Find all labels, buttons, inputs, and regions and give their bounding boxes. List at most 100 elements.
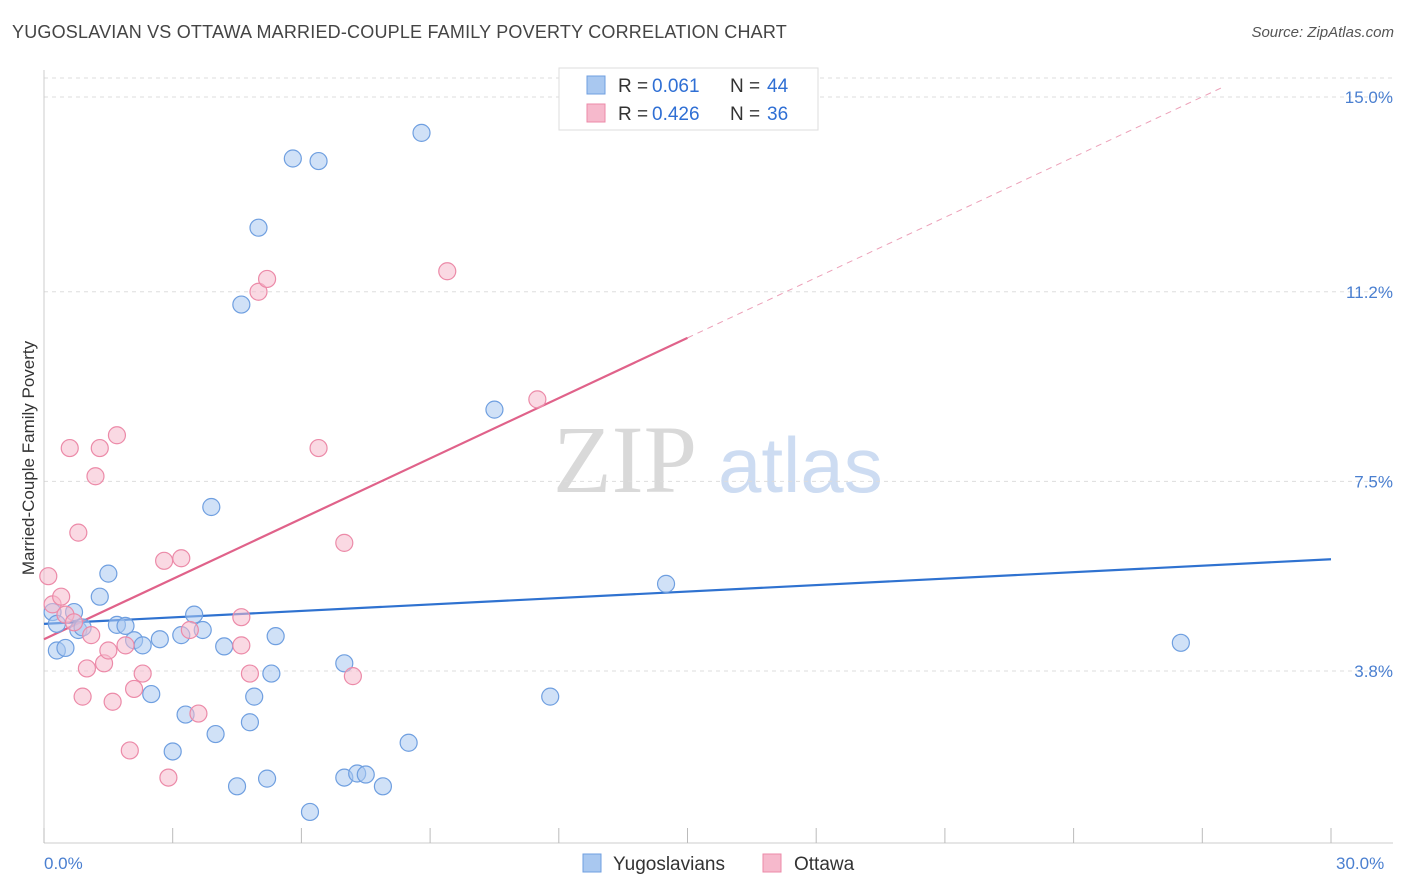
data-point-yugoslavians	[249, 218, 268, 237]
data-point-ottawa	[240, 664, 260, 683]
source-credit: Source: ZipAtlas.com	[1251, 24, 1394, 41]
data-point-ottawa	[69, 523, 88, 542]
data-point-ottawa	[155, 551, 174, 570]
data-point-yugoslavians	[99, 564, 118, 583]
data-point-yugoslavians	[266, 627, 285, 646]
data-point-ottawa	[180, 620, 199, 640]
data-point-ottawa	[116, 636, 135, 655]
data-point-yugoslavians	[356, 765, 375, 784]
data-point-yugoslavians	[133, 636, 152, 655]
data-point-yugoslavians	[399, 733, 418, 752]
data-point-ottawa	[52, 587, 71, 606]
data-point-yugoslavians	[90, 587, 109, 606]
data-point-yugoslavians	[185, 605, 204, 624]
data-point-yugoslavians	[412, 123, 431, 142]
data-point-ottawa	[343, 667, 362, 686]
bottom-legend: Yugoslavians Ottawa	[582, 853, 855, 875]
data-point-yugoslavians	[262, 664, 281, 683]
data-point-ottawa	[90, 438, 109, 458]
data-point-yugoslavians	[56, 638, 75, 658]
trend-lines	[43, 86, 1332, 641]
legend-n-value-1: 44	[767, 76, 789, 97]
data-point-ottawa	[159, 768, 178, 787]
grid-lines	[44, 77, 1393, 672]
data-point-ottawa	[172, 549, 191, 568]
data-point-yugoslavians	[206, 724, 225, 744]
data-point-yugoslavians	[163, 742, 182, 761]
legend-swatch-pink	[586, 103, 606, 123]
data-point-ottawa	[528, 390, 547, 409]
legend-n-value-2: 36	[767, 104, 788, 125]
data-point-ottawa	[309, 438, 328, 458]
y-axis-label: Married-Couple Family Poverty	[19, 340, 38, 575]
data-point-ottawa	[99, 641, 118, 660]
data-point-yugoslavians	[202, 497, 221, 517]
data-point-ottawa	[103, 692, 122, 711]
data-point-yugoslavians	[300, 802, 320, 822]
data-point-ottawa	[232, 608, 251, 627]
legend-r-label-1: R =	[618, 76, 648, 97]
watermark-zip: ZIP	[553, 406, 697, 513]
data-point-ottawa	[232, 636, 251, 655]
legend-box: R = 0.061 N = 44 R = 0.426 N = 36	[558, 67, 819, 131]
data-point-yugoslavians	[116, 616, 135, 636]
data-point-yugoslavians	[373, 777, 393, 796]
legend-r-label-2: R =	[618, 104, 648, 125]
x-tick-label-min: 0.0%	[44, 854, 83, 873]
chart-title: YUGOSLAVIAN VS OTTAWA MARRIED-COUPLE FAM…	[12, 22, 787, 42]
data-point-yugoslavians	[245, 687, 264, 706]
data-point-yugoslavians	[309, 151, 328, 171]
x-ticks	[43, 828, 1332, 843]
data-point-ottawa	[77, 659, 97, 678]
y-tick-label: 11.2%	[1346, 283, 1393, 302]
data-point-yugoslavians	[283, 149, 302, 168]
data-point-ottawa	[64, 613, 84, 632]
data-point-ottawa	[133, 664, 152, 683]
data-point-yugoslavians	[335, 654, 354, 673]
legend-r-value-2: 0.426	[652, 104, 700, 125]
data-point-ottawa	[249, 282, 268, 301]
legend-n-label-1: N =	[730, 76, 760, 97]
data-point-yugoslavians	[232, 295, 251, 314]
y-tick-label: 3.8%	[1354, 662, 1393, 681]
data-point-ottawa	[257, 269, 277, 289]
data-point-ottawa	[335, 533, 354, 552]
bottom-legend-swatch-pink	[762, 853, 782, 873]
data-point-yugoslavians	[227, 777, 247, 796]
data-point-ottawa	[86, 467, 105, 486]
data-point-ottawa	[438, 262, 457, 281]
data-point-yugoslavians	[150, 630, 169, 649]
data-point-yugoslavians	[541, 687, 560, 706]
data-point-yugoslavians	[656, 574, 676, 593]
bottom-legend-swatch-blue	[582, 853, 602, 873]
trend-line-ottawa	[43, 336, 688, 641]
data-point-yugoslavians	[142, 684, 161, 704]
bottom-legend-label-yugoslavians: Yugoslavians	[613, 854, 725, 875]
legend-r-value-1: 0.061	[652, 76, 700, 97]
bottom-legend-label-ottawa: Ottawa	[794, 854, 855, 875]
data-point-ottawa	[60, 438, 79, 458]
data-point-yugoslavians	[240, 713, 260, 732]
axes	[43, 70, 1393, 844]
data-point-ottawa	[82, 626, 101, 645]
watermark-atlas: atlas	[718, 421, 883, 509]
data-point-yugoslavians	[1171, 633, 1190, 652]
y-tick-label: 7.5%	[1354, 472, 1393, 491]
data-point-yugoslavians	[257, 769, 277, 788]
data-point-ottawa	[39, 567, 58, 586]
y-tick-label: 15.0%	[1345, 88, 1393, 107]
data-point-yugoslavians	[485, 400, 504, 419]
legend-n-label-2: N =	[730, 104, 760, 125]
x-tick-label-max: 30.0%	[1336, 854, 1384, 873]
data-points	[39, 123, 1190, 822]
data-point-ottawa	[124, 679, 144, 699]
data-point-ottawa	[107, 426, 127, 445]
data-point-ottawa	[73, 687, 92, 706]
data-point-ottawa	[189, 704, 208, 723]
trend-line-yugoslavians	[43, 558, 1332, 625]
y-tick-labels: 3.8% 7.5% 11.2% 15.0%	[1345, 88, 1393, 681]
legend-swatch-blue	[586, 75, 606, 95]
data-point-ottawa	[120, 741, 139, 760]
data-point-yugoslavians	[215, 637, 234, 656]
